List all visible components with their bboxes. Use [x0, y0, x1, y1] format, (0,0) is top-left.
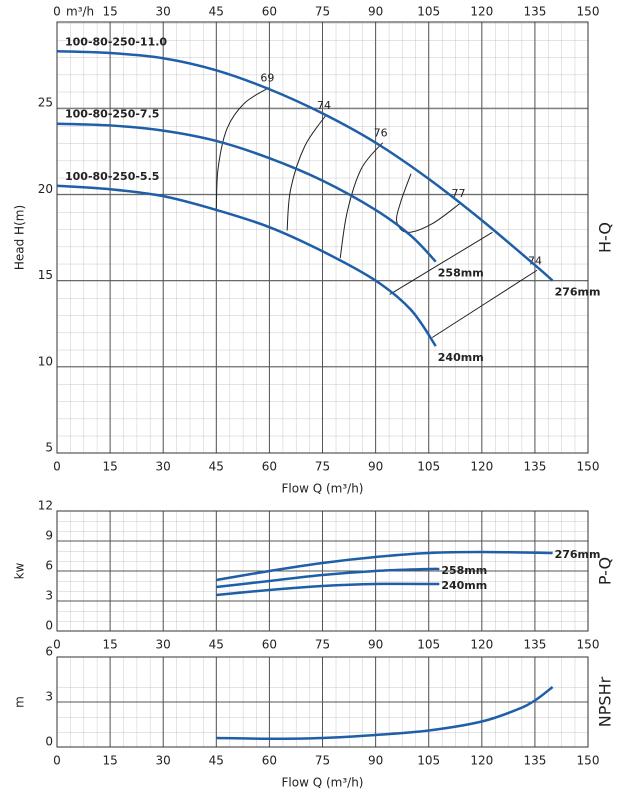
x-axis-label: Flow Q (m³/h)	[282, 482, 364, 496]
y-tick-label: 10	[38, 354, 53, 368]
y-tick-label: 5	[45, 441, 53, 455]
efficiency-label: 77	[452, 187, 466, 200]
x-tick-label: 135	[523, 754, 546, 768]
plot-frame	[56, 510, 589, 632]
x-tick-label: 45	[209, 638, 224, 652]
x-tick-label: 75	[315, 754, 330, 768]
curve	[216, 582, 440, 597]
y-tick-label: 3	[45, 589, 53, 603]
model-label: 100-80-250-5.5	[65, 170, 159, 183]
x-tick-label-top: 135	[523, 5, 546, 19]
y-tick-label: 6	[45, 559, 53, 573]
curve	[216, 550, 553, 582]
x-tick-label: 105	[417, 460, 440, 474]
x-tick-label: 120	[470, 460, 493, 474]
side-label: H-Q	[596, 222, 615, 253]
x-tick-label-top: 105	[417, 5, 440, 19]
efficiency-line	[339, 142, 384, 259]
x-tick-label-top: 150	[577, 5, 600, 19]
x-tick-label-top: 75	[315, 5, 330, 19]
plot-frame	[56, 21, 589, 454]
curve	[56, 122, 437, 263]
x-tick-label: 150	[577, 460, 600, 474]
x-tick-label: 45	[209, 460, 224, 474]
x-tick-label: 150	[577, 638, 600, 652]
curve	[216, 567, 440, 589]
y-tick-label: 6	[45, 645, 53, 659]
y-tick-label: 25	[38, 96, 53, 110]
x-tick-label: 30	[156, 460, 171, 474]
y-tick-label: 9	[45, 529, 53, 543]
efficiency-line	[286, 114, 327, 231]
x-tick-label: 90	[368, 460, 383, 474]
efficiency-label: 76	[374, 127, 388, 140]
x-tick-label: 30	[156, 638, 171, 652]
x-tick-label: 105	[417, 754, 440, 768]
x-tick-label: 120	[470, 638, 493, 652]
curve-label: 276mm	[555, 548, 601, 561]
y-tick-label: 20	[38, 182, 53, 196]
x-tick-label-top: 45	[209, 5, 224, 19]
x-tick-label-top: 120	[470, 5, 493, 19]
x-tick-label: 135	[523, 460, 546, 474]
x-tick-label: 60	[262, 638, 277, 652]
efficiency-label: 69	[260, 72, 274, 85]
efficiency-line	[431, 269, 538, 338]
x-tick-label: 0	[53, 754, 61, 768]
x-tick-label: 75	[315, 638, 330, 652]
plot-frame	[56, 656, 589, 748]
x-tick-label: 15	[102, 754, 117, 768]
side-label: NPSHr	[596, 676, 615, 727]
y-tick-label: 0	[45, 619, 53, 633]
y-axis-label: Head H(m)	[13, 205, 27, 270]
x-tick-label: 75	[315, 460, 330, 474]
curve-label: 258mm	[438, 267, 484, 280]
y-tick-label: 3	[45, 690, 53, 704]
x-tick-label: 60	[262, 460, 277, 474]
x-tick-label: 0	[53, 460, 61, 474]
x-tick-label-top: 0	[53, 5, 61, 19]
curve-label: 276mm	[555, 286, 601, 299]
model-label: 100-80-250-7.5	[65, 108, 159, 121]
x-tick-label: 30	[156, 754, 171, 768]
x-tick-label: 0	[53, 638, 61, 652]
efficiency-line	[396, 173, 461, 233]
side-label: P-Q	[596, 557, 615, 585]
efficiency-label: 74	[528, 254, 542, 267]
x-tick-label-top: 30	[156, 5, 171, 19]
x-tick-label: 120	[470, 754, 493, 768]
curve	[56, 184, 437, 347]
curve	[56, 50, 554, 282]
x-tick-label: 105	[417, 638, 440, 652]
curve	[216, 686, 554, 741]
y-tick-label: 12	[38, 499, 53, 513]
efficiency-line	[215, 87, 270, 210]
x-tick-label: 135	[523, 638, 546, 652]
curve-label: 240mm	[438, 351, 484, 364]
y-tick-label: 15	[38, 268, 53, 282]
x-tick-label-top: 15	[102, 5, 117, 19]
x-tick-label-top: 90	[368, 5, 383, 19]
x-axis-label: Flow Q (m³/h)	[282, 776, 364, 790]
curve-label: 240mm	[441, 579, 487, 592]
x-tick-label: 15	[102, 460, 117, 474]
x-tick-label: 90	[368, 638, 383, 652]
y-axis-label: kw	[13, 562, 27, 579]
y-axis-label: m	[13, 696, 27, 708]
curve-label: 258mm	[441, 564, 487, 577]
x-tick-label: 45	[209, 754, 224, 768]
x-unit: m³/h	[66, 5, 94, 19]
x-tick-label: 150	[577, 754, 600, 768]
efficiency-label: 74	[317, 99, 331, 112]
model-label: 100-80-250-11.0	[65, 35, 167, 48]
x-tick-label: 15	[102, 638, 117, 652]
x-tick-label: 90	[368, 754, 383, 768]
y-tick-label: 0	[45, 735, 53, 749]
x-tick-label-top: 60	[262, 5, 277, 19]
x-tick-label: 60	[262, 754, 277, 768]
efficiency-line	[389, 231, 493, 295]
